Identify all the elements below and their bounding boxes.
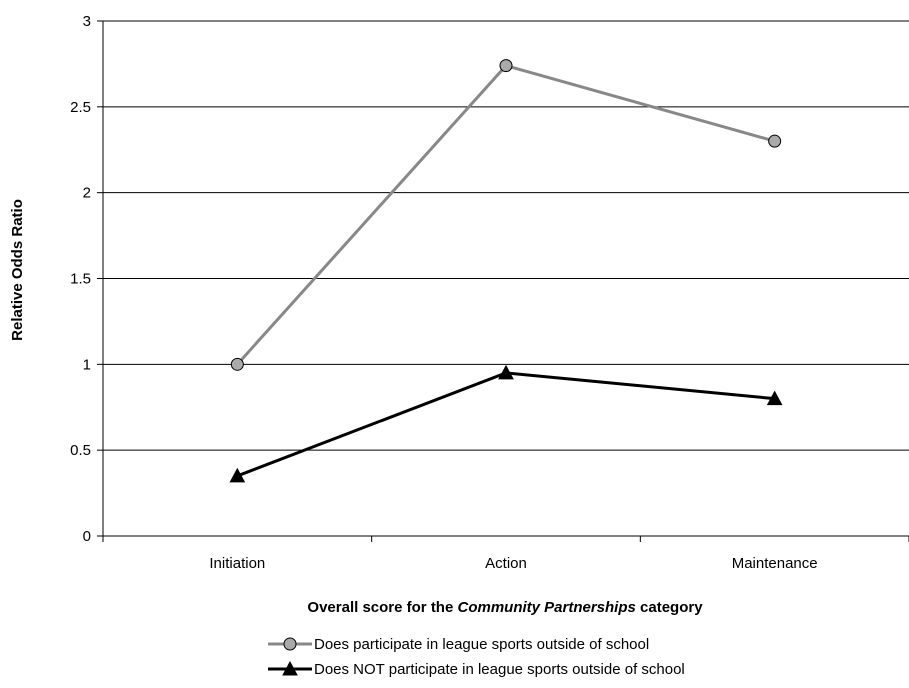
y-tick-label: 2	[83, 185, 91, 202]
y-tick-label: 2.5	[70, 99, 91, 116]
x-axis-title-part-3: category	[636, 599, 703, 616]
y-tick-labels: 0 0.5 1 1.5 2 2.5 3	[70, 13, 91, 545]
data-point-circle	[230, 357, 244, 371]
legend-item: Does participate in league sports outsid…	[268, 636, 649, 653]
x-tick-label: Action	[485, 555, 527, 572]
legend: Does participate in league sports outsid…	[268, 636, 685, 678]
gridlines	[103, 20, 909, 451]
legend-circle-marker	[283, 637, 297, 651]
y-tick-label: 3	[83, 13, 91, 30]
x-axis-title: Overall score for the Community Partners…	[307, 599, 703, 616]
x-tick-labels: Initiation Action Maintenance	[209, 555, 817, 572]
y-tick-label: 1.5	[70, 271, 91, 288]
legend-label: Does participate in league sports outsid…	[314, 636, 649, 653]
series-line	[236, 63, 776, 366]
legend-triangle-marker	[282, 660, 298, 676]
x-tick-label: Initiation	[209, 555, 265, 572]
y-tick-label: 1	[83, 356, 91, 373]
data-point-triangle	[766, 390, 783, 406]
series-1	[230, 59, 782, 371]
x-axis-title-emphasis: Community Partnerships	[457, 599, 635, 616]
data-point-circle	[768, 134, 782, 148]
legend-item: Does NOT participate in league sports ou…	[268, 660, 685, 678]
data-point-triangle	[229, 467, 246, 483]
series-line	[236, 371, 775, 478]
x-axis-title-part-1: Overall score for the	[307, 599, 457, 616]
x-tick-label: Maintenance	[732, 555, 818, 572]
series-2	[229, 364, 783, 483]
data-point-circle	[499, 59, 513, 73]
legend-label: Does NOT participate in league sports ou…	[314, 661, 685, 678]
y-tick-label: 0	[83, 528, 91, 545]
y-tick-label: 0.5	[70, 442, 91, 459]
series-layer	[229, 59, 783, 483]
axes	[97, 20, 909, 542]
data-point-triangle	[498, 364, 514, 380]
y-axis-title: Relative Odds Ratio	[9, 199, 26, 341]
